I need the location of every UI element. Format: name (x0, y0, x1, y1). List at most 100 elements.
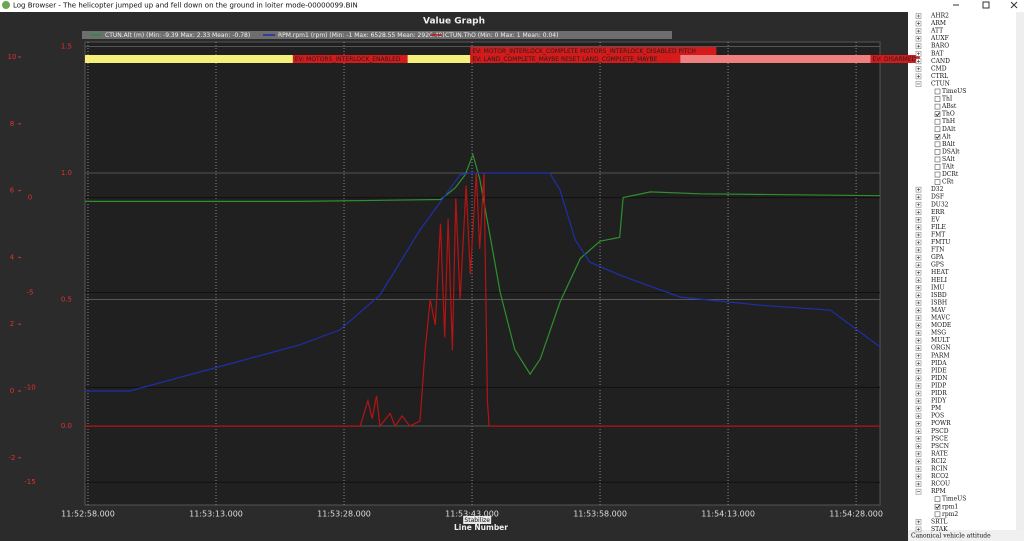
tree-item[interactable]: ISBD (931, 292, 947, 299)
tree-child[interactable]: SAlt (942, 156, 955, 163)
checkbox[interactable] (934, 103, 941, 110)
tree-item[interactable]: PIDN (931, 375, 947, 382)
tree-child[interactable]: DSAlt (942, 148, 960, 155)
tree-item[interactable]: MULT (931, 337, 950, 344)
tree-item[interactable]: FTN (931, 247, 944, 254)
tree-child[interactable]: DAlt (942, 126, 956, 133)
tree-item[interactable]: MODE (931, 322, 951, 329)
tree-item[interactable]: EV (931, 216, 940, 223)
checkbox[interactable] (934, 164, 941, 170)
tree-item[interactable]: CTRL (931, 73, 948, 80)
tree-item[interactable]: MSG (931, 330, 946, 337)
checkbox[interactable] (934, 111, 941, 117)
tree-item[interactable]: RCO2 (931, 473, 949, 480)
plot-area (84, 41, 881, 506)
tree-child[interactable]: ABst (941, 103, 957, 110)
tree-item[interactable]: RATE (931, 450, 948, 457)
checkbox[interactable] (934, 503, 941, 510)
tree-item[interactable]: RCOU (931, 481, 950, 488)
tree-item[interactable]: ARM (930, 20, 946, 27)
tree-item[interactable]: AHR2 (930, 13, 949, 20)
tree-item[interactable]: FMT (931, 231, 945, 238)
scrollbar[interactable] (1016, 12, 1024, 530)
tree-item[interactable]: CMD (931, 65, 947, 72)
y-tick-label: 0.0 (61, 422, 72, 430)
tree-item[interactable]: AUXF (930, 35, 949, 42)
maximize-button[interactable] (982, 1, 990, 9)
tree-item[interactable]: ORGN (931, 345, 950, 352)
series-line (85, 172, 881, 392)
tree-item[interactable]: HELI (931, 277, 948, 284)
tree-item[interactable]: CTUN (931, 80, 950, 87)
tree-item[interactable]: ATT (930, 28, 943, 35)
checkbox[interactable] (934, 171, 941, 178)
tree-item[interactable]: BARO (931, 43, 949, 50)
x-tick-label: 11:54:28.000 (829, 510, 883, 519)
tree-item[interactable]: FMTU (931, 239, 950, 246)
tree-child[interactable]: rpm2 (942, 511, 958, 518)
checkbox[interactable] (934, 126, 941, 133)
tree-item[interactable]: GPS (931, 262, 944, 269)
tree-child[interactable]: DCRt (942, 171, 959, 178)
tree-child[interactable]: TimeUS (942, 88, 966, 95)
tree-item[interactable]: RPM (931, 488, 946, 495)
tree-item[interactable]: D32 (931, 186, 944, 193)
tree-item[interactable]: PIDA (931, 360, 947, 367)
tree-item[interactable]: RCIN (931, 466, 948, 473)
y-tick-label: 1.5 (61, 43, 72, 51)
checkbox[interactable] (934, 88, 941, 95)
expander-sign (917, 195, 920, 199)
expander-sign (917, 37, 920, 41)
close-button[interactable] (1010, 1, 1018, 9)
tree-child[interactable]: TAlt (942, 164, 955, 171)
tree-item[interactable]: PIDP (931, 382, 946, 389)
tree-item[interactable]: PIDE (931, 367, 947, 374)
tree-item[interactable]: SRTL (931, 518, 948, 525)
x-tick-label: 11:53:13.000 (189, 510, 243, 519)
tree-item[interactable]: POWR (931, 420, 951, 427)
expander-sign (917, 308, 920, 312)
checkbox[interactable] (934, 156, 941, 163)
checkbox[interactable] (934, 96, 941, 102)
tree-item[interactable]: POS (931, 413, 944, 420)
checkbox[interactable] (934, 134, 941, 140)
tree-item[interactable]: FILE (931, 224, 946, 231)
tree-child[interactable]: BAlt (942, 141, 956, 148)
tree-child[interactable]: ThI (942, 96, 953, 103)
checkbox[interactable] (934, 511, 941, 518)
checkbox[interactable] (934, 118, 941, 125)
tree-child[interactable]: ThH (942, 118, 955, 125)
checkbox[interactable] (934, 141, 941, 148)
tree-item[interactable]: MAVC (931, 315, 951, 322)
tree-item[interactable]: STAK (931, 526, 948, 533)
tree-item[interactable]: IMU (931, 284, 945, 291)
tree-item[interactable]: PIDR (931, 390, 947, 397)
title-bar (0, 0, 1024, 12)
tree-item[interactable]: CAND (931, 58, 950, 65)
tree-item[interactable]: PSCD (931, 428, 949, 435)
tree-child[interactable]: ThO (942, 111, 955, 118)
tree-item[interactable]: PIDY (931, 398, 947, 405)
expander-sign (917, 331, 920, 335)
tree-item[interactable]: GPA (931, 254, 944, 261)
checkbox[interactable] (934, 179, 941, 185)
tree-item[interactable]: ISBH (931, 299, 947, 306)
checkbox[interactable] (934, 149, 941, 155)
event-band (85, 55, 471, 63)
tree-item[interactable]: DU32 (931, 201, 949, 208)
tree-item[interactable]: PSCN (931, 443, 949, 450)
tree-child[interactable]: rpm1 (942, 503, 958, 510)
tree-child[interactable]: CRt (942, 179, 954, 186)
tree-child[interactable]: Alt (941, 133, 951, 140)
tree-item[interactable]: PARM (931, 352, 949, 359)
tree-item[interactable]: HEAT (931, 269, 949, 276)
tree-item[interactable]: PSCE (931, 435, 948, 442)
tree-item[interactable]: RCI2 (931, 458, 946, 465)
checkbox[interactable] (934, 496, 941, 503)
tree-item[interactable]: ERR (931, 209, 945, 216)
tree-item[interactable]: PM (931, 405, 941, 412)
tree-item[interactable]: BAT (931, 50, 943, 57)
tree-child[interactable]: TimeUS (942, 496, 966, 503)
tree-item[interactable]: DSF (931, 194, 944, 201)
tree-item[interactable]: MAV (931, 307, 946, 314)
